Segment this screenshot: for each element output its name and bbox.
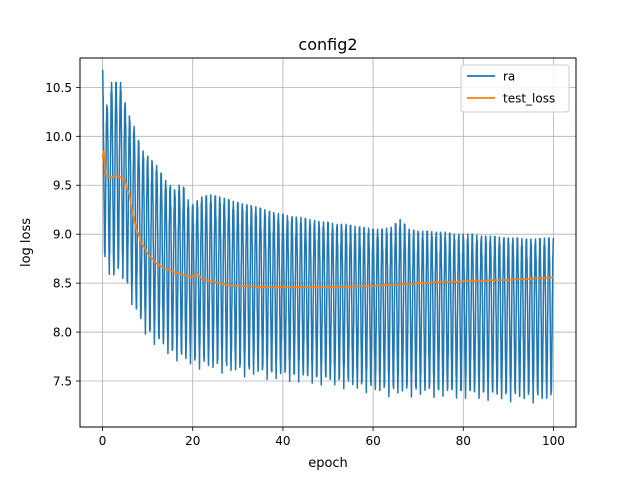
- x-axis-label: epoch: [308, 456, 348, 471]
- x-tick-label: 60: [365, 434, 380, 448]
- y-tick-label: 9.5: [53, 179, 72, 193]
- plot-area: 0 20 40 60 80 100 7.5 8.0 8.5 9.0 9.5 10.0 10.5: [45, 57, 577, 448]
- axes-frame: [79, 57, 577, 428]
- x-tick-label: 0: [99, 434, 107, 448]
- x-tick-label: 80: [456, 434, 471, 448]
- y-tick-label: 7.5: [53, 374, 72, 388]
- x-tick-label: 40: [275, 434, 290, 448]
- test-loss-series-line: [101, 150, 554, 288]
- y-tick-label: 8.0: [53, 326, 72, 340]
- legend-label-test-loss: test_loss: [503, 92, 555, 106]
- y-tick-label: 10.0: [45, 130, 72, 144]
- y-tick-label: 10.5: [45, 81, 72, 95]
- x-tick-label: 20: [185, 434, 200, 448]
- ticks: 0 20 40 60 80 100 7.5 8.0 8.5 9.0 9.5 10.0 10.5: [45, 81, 565, 448]
- y-tick-label: 8.5: [53, 277, 72, 291]
- series-layer: [101, 69, 555, 404]
- chart-title: config2: [298, 35, 357, 54]
- y-axis-label: log loss: [19, 218, 34, 267]
- legend: ra test_loss: [460, 64, 570, 113]
- ra-series-line: [101, 69, 555, 404]
- legend-label-ra: ra: [503, 70, 515, 84]
- y-tick-label: 9.0: [53, 228, 72, 242]
- x-tick-label: 100: [542, 434, 565, 448]
